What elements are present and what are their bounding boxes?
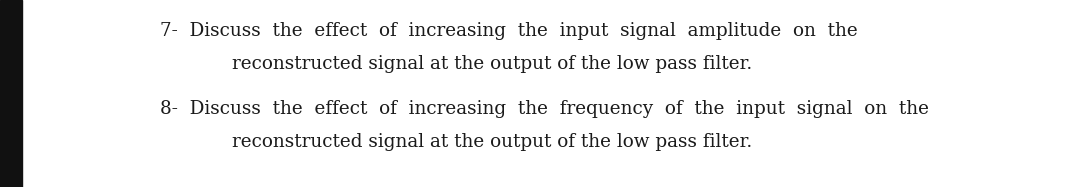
Text: reconstructed signal at the output of the low pass filter.: reconstructed signal at the output of th… bbox=[232, 133, 753, 151]
Text: reconstructed signal at the output of the low pass filter.: reconstructed signal at the output of th… bbox=[232, 55, 753, 73]
Bar bbox=[0, 0, 22, 187]
Text: 8-  Discuss  the  effect  of  increasing  the  frequency  of  the  input  signal: 8- Discuss the effect of increasing the … bbox=[160, 100, 929, 118]
Text: 7-  Discuss  the  effect  of  increasing  the  input  signal  amplitude  on  the: 7- Discuss the effect of increasing the … bbox=[160, 22, 858, 40]
